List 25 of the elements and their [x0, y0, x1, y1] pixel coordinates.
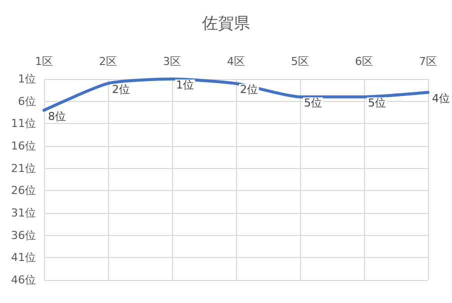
data-label: 2位: [240, 82, 258, 96]
x-tick-label: 2区: [99, 55, 117, 68]
y-tick-label: 46位: [11, 274, 36, 286]
y-tick-label: 41位: [11, 251, 36, 264]
y-tick-label: 16位: [11, 140, 36, 152]
x-tick-label: 1区: [35, 55, 53, 68]
y-tick-label: 6位: [18, 94, 36, 108]
x-tick-label: 4区: [227, 55, 245, 68]
x-tick-label: 6区: [355, 55, 373, 68]
x-tick-label: 7区: [419, 55, 437, 68]
chart-title: 佐賀県: [202, 14, 250, 32]
data-label: 5位: [368, 96, 386, 110]
data-label: 4位: [432, 92, 450, 105]
x-tick-label: 3区: [163, 55, 181, 68]
y-tick-label: 31位: [11, 206, 36, 220]
data-label: 1位: [176, 78, 194, 92]
y-tick-label: 26位: [11, 184, 36, 198]
data-label: 8位: [48, 110, 66, 123]
y-tick-label: 36位: [11, 228, 36, 242]
data-label: 2位: [112, 82, 130, 96]
x-tick-label: 5区: [291, 55, 309, 68]
y-tick-label: 1位: [18, 72, 36, 86]
data-label: 5位: [304, 96, 322, 110]
y-tick-label: 21位: [11, 162, 36, 175]
y-tick-label: 11位: [11, 117, 36, 130]
